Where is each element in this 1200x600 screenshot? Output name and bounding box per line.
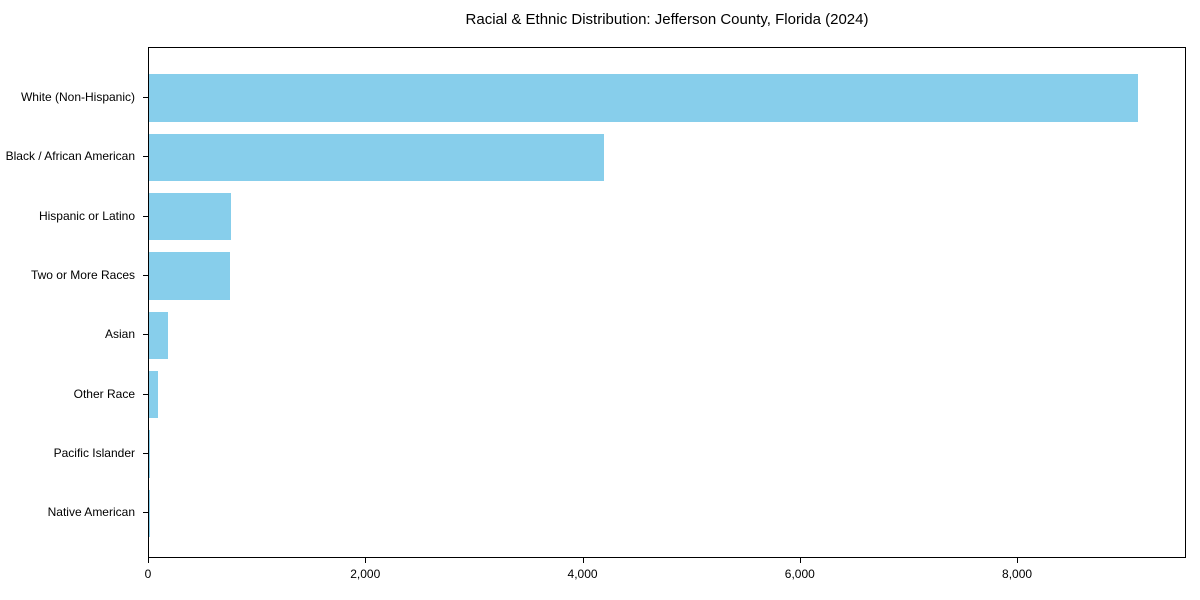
y-axis-tick [143,215,148,217]
x-axis-tick [1017,558,1019,563]
plot-area [148,47,1186,558]
y-axis-tick [143,334,148,336]
x-axis-tick [799,558,801,563]
y-axis-label: Native American [47,505,135,520]
y-axis-label: White (Non-Hispanic) [20,90,135,104]
bar [149,192,232,241]
bar [149,74,1138,122]
x-tick-label: 8,000 [1002,567,1033,581]
y-axis-tick [143,393,148,395]
x-tick-label: 2,000 [350,567,381,581]
y-axis-tick [143,452,148,454]
bar [149,252,231,300]
y-axis-label: Hispanic or Latino [38,208,135,223]
chart-title: Racial & Ethnic Distribution: Jefferson … [465,11,869,28]
y-axis-tick [143,512,148,514]
bar [149,430,150,478]
y-axis-label: Two or More Races [30,267,135,282]
y-axis-tick [143,156,148,158]
bar [149,370,159,419]
y-axis-label: Black / African American [5,149,135,164]
x-axis-tick [148,558,149,563]
x-axis-tick [365,558,367,563]
bar [149,133,604,182]
y-axis-label: Asian [104,327,135,342]
x-tick-label: 4,000 [567,567,598,581]
y-axis-label: Other Race [73,386,135,401]
y-axis-tick [143,274,148,276]
y-axis-label: Pacific Islander [53,445,135,460]
x-tick-label: 6,000 [784,567,815,581]
bar [149,311,168,360]
y-axis-tick [143,97,148,98]
x-axis-tick [582,558,584,563]
x-tick-label: 0 [144,567,152,581]
